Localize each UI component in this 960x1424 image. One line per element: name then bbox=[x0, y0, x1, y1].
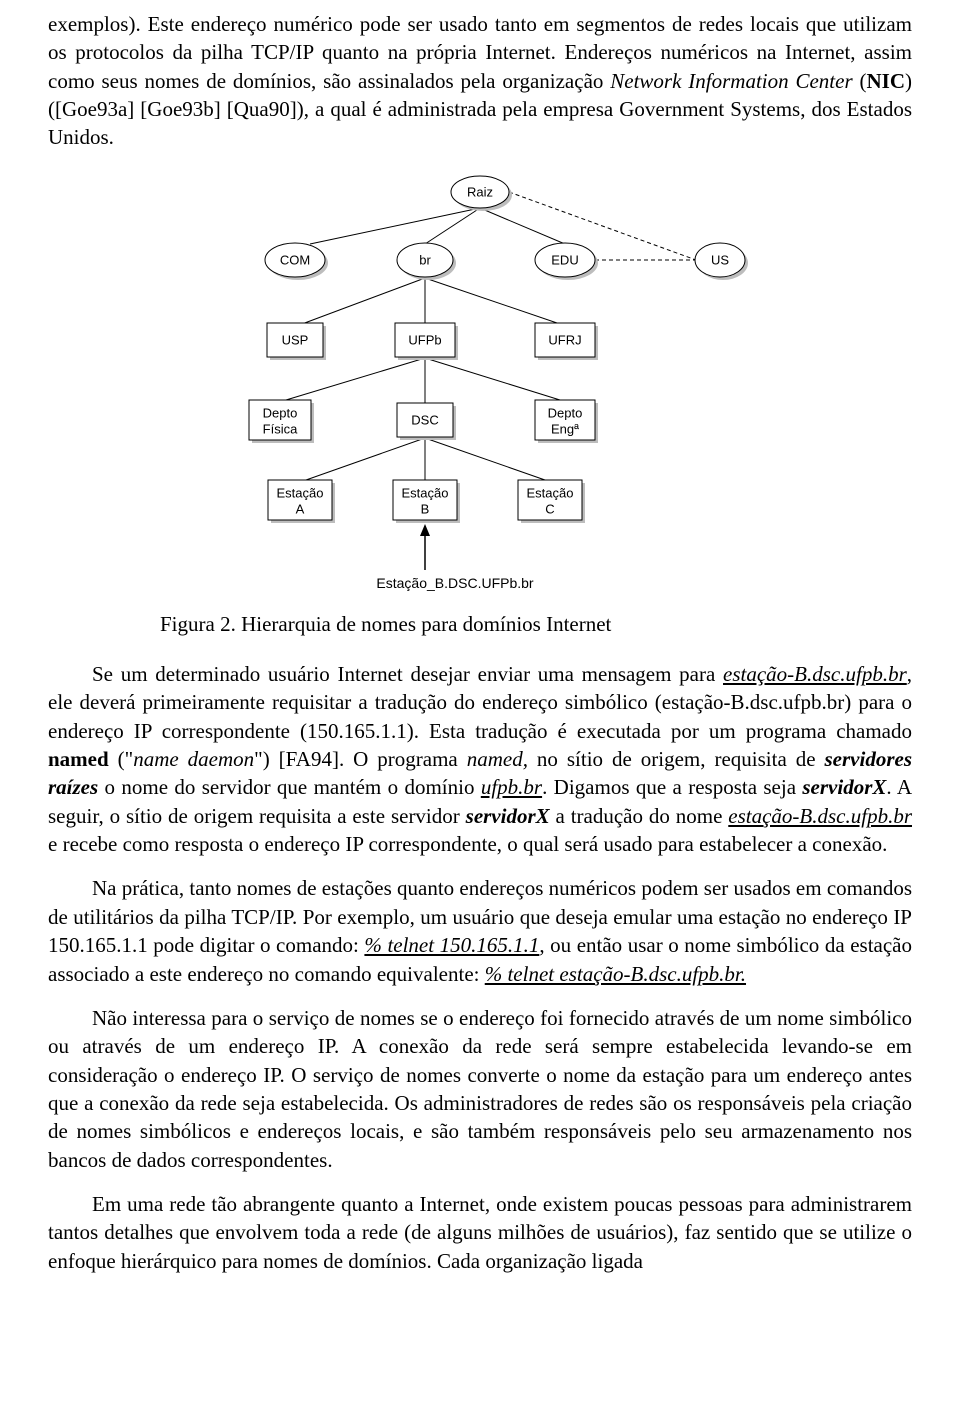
svg-text:UFPb: UFPb bbox=[408, 332, 441, 347]
svg-text:Estação: Estação bbox=[277, 485, 324, 500]
svg-text:B: B bbox=[421, 501, 430, 516]
svg-text:br: br bbox=[419, 252, 431, 267]
svg-text:Depto: Depto bbox=[263, 405, 298, 420]
text: ") [FA94]. O programa bbox=[254, 747, 467, 771]
svg-text:Raiz: Raiz bbox=[467, 184, 493, 199]
svg-text:USP: USP bbox=[282, 332, 309, 347]
text: Não interessa para o serviço de nomes se… bbox=[48, 1006, 912, 1172]
figure-caption: Figura 2. Hierarquia de nomes para domín… bbox=[160, 610, 800, 638]
svg-text:EDU: EDU bbox=[551, 252, 578, 267]
text-italic-underline: estação-B.dsc.ufpb.br bbox=[723, 662, 907, 686]
text: Em uma rede tão abrangente quanto a Inte… bbox=[48, 1192, 912, 1273]
text-italic-underline: ufpb.br bbox=[481, 775, 542, 799]
dns-hierarchy-diagram: RaizCOMbrEDUUSUSPUFPbUFRJDeptoFísicaDSCD… bbox=[200, 170, 760, 600]
text: ( bbox=[853, 69, 867, 93]
text: no sítio de origem, requisita de bbox=[528, 747, 825, 771]
text-bolditalic: servidorX bbox=[466, 804, 550, 828]
text-italic-underline: % telnet estação-B.dsc.ufpb.br. bbox=[485, 962, 746, 986]
svg-text:Estação: Estação bbox=[402, 485, 449, 500]
svg-text:Engª: Engª bbox=[551, 421, 579, 436]
text: (" bbox=[109, 747, 134, 771]
svg-text:DSC: DSC bbox=[411, 412, 438, 427]
text-bold: NIC bbox=[867, 69, 906, 93]
paragraph-2: Se um determinado usuário Internet desej… bbox=[48, 660, 912, 858]
paragraph-1: exemplos). Este endereço numérico pode s… bbox=[48, 10, 912, 152]
svg-text:UFRJ: UFRJ bbox=[548, 332, 581, 347]
svg-text:Depto: Depto bbox=[548, 405, 583, 420]
text: . Digamos que a resposta seja bbox=[542, 775, 802, 799]
svg-text:COM: COM bbox=[280, 252, 310, 267]
text-bolditalic: servidorX bbox=[802, 775, 886, 799]
svg-text:Estação_B.DSC.UFPb.br: Estação_B.DSC.UFPb.br bbox=[376, 575, 534, 591]
text: o nome do servidor que mantém o domínio bbox=[98, 775, 481, 799]
text: Se um determinado usuário Internet desej… bbox=[92, 662, 723, 686]
text-italic: name daemon bbox=[133, 747, 254, 771]
text-italic-underline: % telnet 150.165.1.1 bbox=[364, 933, 539, 957]
text-bold: named bbox=[48, 747, 109, 771]
svg-text:Estação: Estação bbox=[527, 485, 574, 500]
svg-text:US: US bbox=[711, 252, 729, 267]
text-italic-underline: estação-B.dsc.ufpb.br bbox=[728, 804, 912, 828]
paragraph-4: Não interessa para o serviço de nomes se… bbox=[48, 1004, 912, 1174]
paragraph-3: Na prática, tanto nomes de estações quan… bbox=[48, 874, 912, 987]
text: a tradução do nome bbox=[550, 804, 729, 828]
svg-text:C: C bbox=[545, 501, 554, 516]
text-italic: Network Information Center bbox=[610, 69, 852, 93]
svg-text:Física: Física bbox=[263, 421, 298, 436]
figure-2: RaizCOMbrEDUUSUSPUFPbUFRJDeptoFísicaDSCD… bbox=[48, 170, 912, 648]
svg-text:A: A bbox=[296, 501, 305, 516]
text-italic: named, bbox=[467, 747, 528, 771]
text: e recebe como resposta o endereço IP cor… bbox=[48, 832, 887, 856]
paragraph-5: Em uma rede tão abrangente quanto a Inte… bbox=[48, 1190, 912, 1275]
